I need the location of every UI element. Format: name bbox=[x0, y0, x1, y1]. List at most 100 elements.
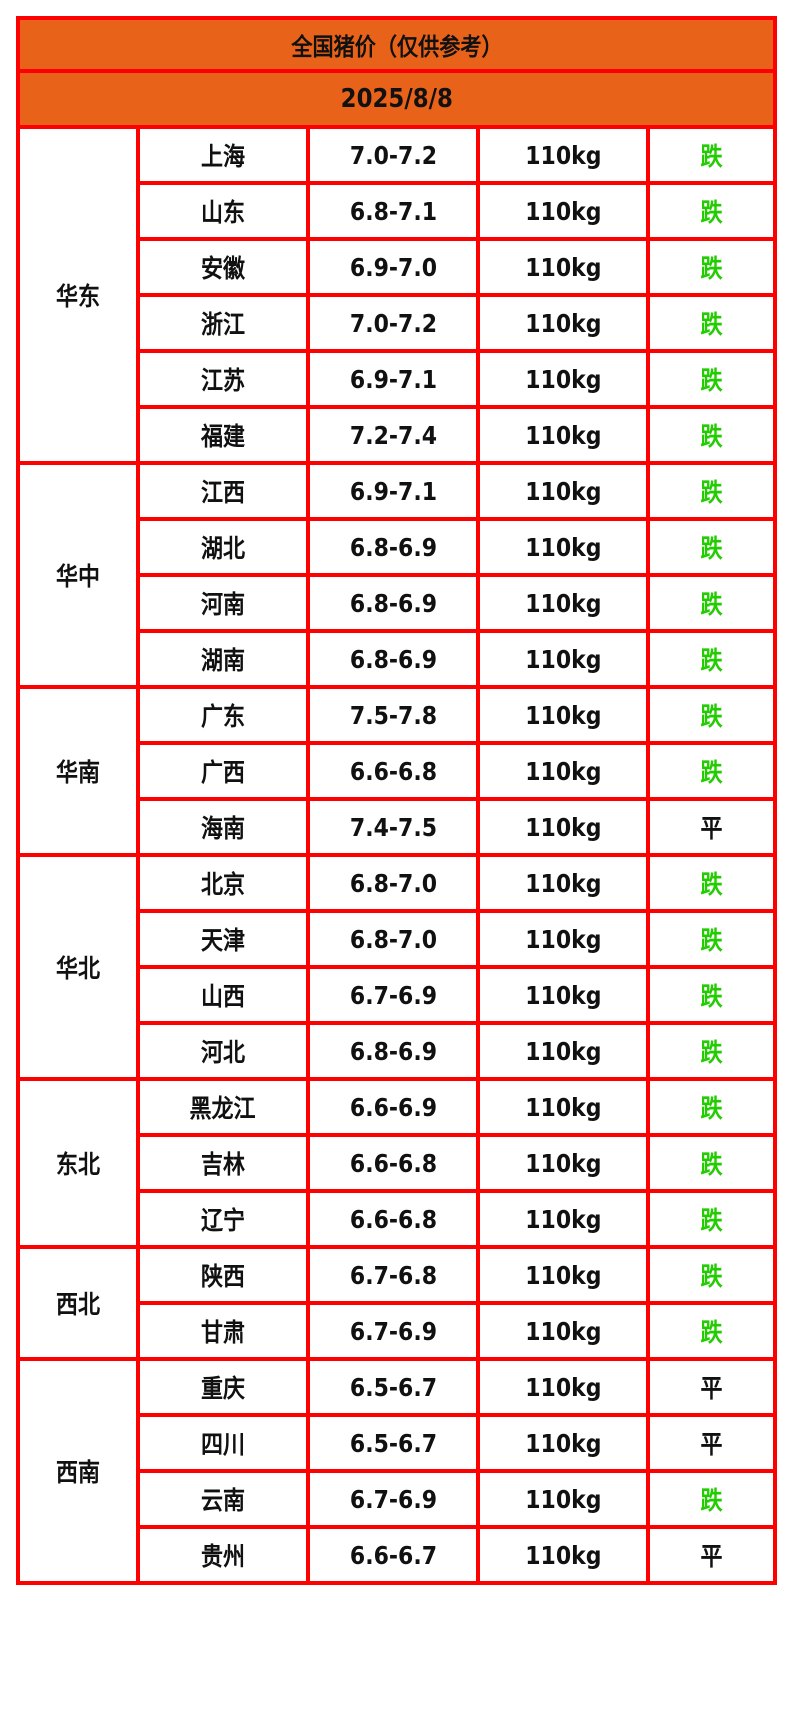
price-cell: 6.5-6.7 bbox=[306, 1413, 480, 1473]
province-name: 海南 bbox=[200, 814, 245, 843]
trend-cell: 跌 bbox=[645, 517, 778, 577]
weight-cell: 110kg bbox=[476, 741, 650, 801]
province-cell: 天津 bbox=[136, 909, 310, 969]
price-cell: 6.9-7.1 bbox=[306, 349, 480, 409]
trend-cell: 跌 bbox=[645, 573, 778, 633]
price-cell: 7.4-7.5 bbox=[306, 797, 480, 857]
table-row: 山西 6.7-6.9 110kg 跌 bbox=[18, 965, 778, 1025]
weight-cell: 110kg bbox=[476, 1413, 650, 1473]
province-cell: 吉林 bbox=[136, 1133, 310, 1193]
weight-value: 110kg bbox=[524, 1428, 602, 1458]
weight-value: 110kg bbox=[524, 1148, 602, 1178]
price-range: 6.8-7.0 bbox=[349, 868, 437, 898]
trend-indicator: 跌 bbox=[700, 758, 723, 787]
province-name: 贵州 bbox=[200, 1542, 245, 1571]
weight-cell: 110kg bbox=[476, 1077, 650, 1137]
province-cell: 山西 bbox=[136, 965, 310, 1025]
province-name: 甘肃 bbox=[200, 1318, 245, 1347]
title-row: 全国猪价（仅供参考） bbox=[15, 16, 778, 73]
region-name: 华中 bbox=[55, 562, 100, 591]
region-cell: 华北 bbox=[16, 853, 140, 1081]
region-cell: 东北 bbox=[16, 1077, 140, 1249]
table-row: 江苏 6.9-7.1 110kg 跌 bbox=[18, 349, 778, 409]
price-range: 6.8-6.9 bbox=[349, 532, 437, 562]
trend-cell: 跌 bbox=[645, 685, 778, 745]
trend-indicator: 跌 bbox=[700, 1150, 723, 1179]
trend-indicator: 跌 bbox=[700, 422, 723, 451]
province-cell: 重庆 bbox=[136, 1357, 310, 1417]
province-name: 江苏 bbox=[200, 366, 245, 395]
weight-cell: 110kg bbox=[476, 1133, 650, 1193]
weight-cell: 110kg bbox=[476, 181, 650, 241]
weight-value: 110kg bbox=[524, 252, 602, 282]
table-row: 西北 陕西 6.7-6.8 110kg 跌 bbox=[16, 1245, 778, 1361]
province-cell: 黑龙江 bbox=[136, 1077, 310, 1137]
trend-cell: 跌 bbox=[645, 1021, 778, 1081]
price-cell: 6.6-6.9 bbox=[306, 1077, 480, 1137]
weight-value: 110kg bbox=[524, 140, 602, 170]
weight-cell: 110kg bbox=[476, 1469, 650, 1529]
trend-cell: 跌 bbox=[645, 629, 778, 689]
table-row: 辽宁 6.6-6.8 110kg 跌 bbox=[18, 1189, 778, 1249]
province-name: 上海 bbox=[200, 142, 245, 171]
province-name: 四川 bbox=[200, 1430, 245, 1459]
weight-value: 110kg bbox=[524, 924, 602, 954]
trend-cell: 平 bbox=[645, 797, 778, 857]
province-name: 湖北 bbox=[200, 534, 245, 563]
province-name: 北京 bbox=[200, 870, 245, 899]
date-row: 2025/8/8 bbox=[15, 69, 778, 129]
table-date-text: 2025/8/8 bbox=[340, 84, 453, 114]
weight-value: 110kg bbox=[524, 364, 602, 394]
price-range: 6.6-6.8 bbox=[349, 1148, 437, 1178]
province-cell: 广东 bbox=[136, 685, 310, 745]
table-title: 全国猪价（仅供参考） bbox=[15, 16, 778, 73]
trend-indicator: 平 bbox=[700, 1542, 723, 1571]
weight-value: 110kg bbox=[524, 756, 602, 786]
trend-cell: 跌 bbox=[645, 405, 778, 465]
price-range: 6.7-6.9 bbox=[349, 1484, 437, 1514]
province-cell: 浙江 bbox=[136, 293, 310, 353]
province-cell: 四川 bbox=[136, 1413, 310, 1473]
price-range: 6.5-6.7 bbox=[349, 1428, 437, 1458]
weight-cell: 110kg bbox=[476, 517, 650, 577]
province-cell: 安徽 bbox=[136, 237, 310, 297]
trend-cell: 跌 bbox=[645, 237, 778, 297]
weight-cell: 110kg bbox=[476, 629, 650, 689]
province-name: 陕西 bbox=[200, 1262, 245, 1291]
weight-cell: 110kg bbox=[476, 685, 650, 745]
province-cell: 湖南 bbox=[136, 629, 310, 689]
table-row: 华南 广东 7.5-7.8 110kg 跌 bbox=[16, 685, 778, 857]
region-name: 华东 bbox=[55, 282, 100, 311]
province-name: 辽宁 bbox=[200, 1206, 245, 1235]
table-row: 西南 重庆 6.5-6.7 110kg 平 bbox=[16, 1357, 778, 1585]
table-row: 湖北 6.8-6.9 110kg 跌 bbox=[18, 517, 778, 577]
province-name: 河南 bbox=[200, 590, 245, 619]
trend-cell: 跌 bbox=[645, 1469, 778, 1529]
trend-indicator: 跌 bbox=[700, 1486, 723, 1515]
trend-indicator: 跌 bbox=[700, 142, 723, 171]
trend-indicator: 平 bbox=[700, 1374, 723, 1403]
province-cell: 广西 bbox=[136, 741, 310, 801]
region-cell: 西北 bbox=[16, 1245, 140, 1361]
price-range: 6.6-6.7 bbox=[349, 1540, 437, 1570]
table-row: 甘肃 6.7-6.9 110kg 跌 bbox=[18, 1301, 778, 1361]
region-name: 华南 bbox=[55, 758, 100, 787]
price-range: 7.4-7.5 bbox=[349, 812, 437, 842]
trend-cell: 跌 bbox=[645, 909, 778, 969]
trend-cell: 跌 bbox=[645, 965, 778, 1025]
table-title-text: 全国猪价（仅供参考） bbox=[290, 33, 503, 61]
price-range: 6.6-6.8 bbox=[349, 756, 437, 786]
table-row: 华东 上海 7.0-7.2 110kg 跌 bbox=[16, 125, 778, 465]
region-cell: 西南 bbox=[16, 1357, 140, 1585]
trend-indicator: 跌 bbox=[700, 254, 723, 283]
price-cell: 6.7-6.8 bbox=[306, 1245, 480, 1305]
region-cell: 华中 bbox=[16, 461, 140, 689]
weight-value: 110kg bbox=[524, 420, 602, 450]
weight-value: 110kg bbox=[524, 1484, 602, 1514]
price-cell: 6.8-7.1 bbox=[306, 181, 480, 241]
trend-indicator: 跌 bbox=[700, 702, 723, 731]
province-name: 黑龙江 bbox=[189, 1094, 256, 1123]
trend-indicator: 跌 bbox=[700, 1206, 723, 1235]
price-range: 6.5-6.7 bbox=[349, 1372, 437, 1402]
price-cell: 6.8-7.0 bbox=[306, 853, 480, 913]
